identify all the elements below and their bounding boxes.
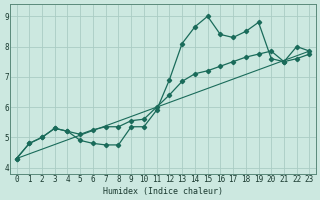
X-axis label: Humidex (Indice chaleur): Humidex (Indice chaleur) bbox=[103, 187, 223, 196]
